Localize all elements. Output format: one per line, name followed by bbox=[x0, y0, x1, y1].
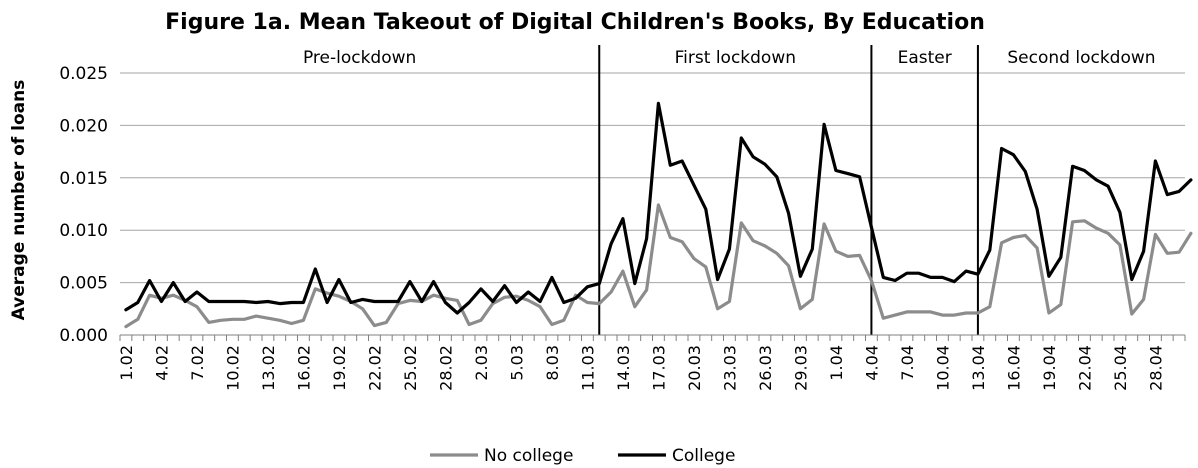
y-tick-label: 0.005 bbox=[59, 274, 108, 294]
x-tick-label: 10.02 bbox=[223, 345, 242, 391]
x-tick-label: 19.02 bbox=[330, 345, 349, 391]
y-axis: 0.000 0.005 0.010 0.015 0.020 0.025 bbox=[59, 64, 108, 346]
period-dividers bbox=[598, 45, 979, 335]
x-tick-label: 19.04 bbox=[1040, 345, 1059, 391]
x-tick-label: 22.04 bbox=[1075, 345, 1094, 391]
x-tick-label: 20.03 bbox=[685, 345, 704, 391]
x-tick-label: 11.03 bbox=[578, 345, 597, 391]
x-tick-label: 4.04 bbox=[862, 345, 881, 381]
x-axis: 1.02 4.02 7.02 10.02 13.02 16.02 19.02 22.02 25.… bbox=[117, 334, 1186, 391]
x-tick-label: 13.04 bbox=[969, 345, 988, 391]
period-label: Second lockdown bbox=[1007, 48, 1155, 68]
x-tick-label: 22.02 bbox=[365, 345, 384, 391]
y-tick-label: 0.020 bbox=[59, 116, 108, 136]
y-tick-label: 0.010 bbox=[59, 221, 108, 241]
x-tick-label: 16.04 bbox=[1004, 345, 1023, 391]
x-tick-label: 7.02 bbox=[188, 345, 207, 381]
x-tick-label: 28.02 bbox=[436, 345, 455, 391]
y-axis-label: Average number of loans bbox=[9, 80, 29, 321]
x-tick-label: 7.04 bbox=[898, 345, 917, 381]
x-tick-label: 26.03 bbox=[756, 345, 775, 391]
x-tick-label: 1.02 bbox=[117, 345, 136, 381]
series-lines bbox=[124, 101, 1193, 329]
period-label: Pre-lockdown bbox=[303, 48, 416, 68]
x-tick-label: 23.03 bbox=[720, 345, 739, 391]
x-tick-label: 28.04 bbox=[1146, 345, 1165, 391]
x-tick-label: 25.02 bbox=[401, 345, 420, 391]
period-labels: Pre-lockdown First lockdown Easter Second l… bbox=[303, 48, 1156, 68]
series-line-college bbox=[124, 101, 1193, 315]
chart-title: Figure 1a. Mean Takeout of Digital Child… bbox=[165, 10, 985, 35]
x-tick-label: 14.03 bbox=[614, 345, 633, 391]
period-label: First lockdown bbox=[675, 48, 796, 68]
x-tick-label: 13.02 bbox=[259, 345, 278, 391]
period-label: Easter bbox=[898, 48, 952, 68]
x-tick-label: 16.02 bbox=[294, 345, 313, 391]
legend: No college College bbox=[430, 446, 735, 466]
x-tick-label: 25.04 bbox=[1111, 345, 1130, 391]
x-tick-label: 4.02 bbox=[152, 345, 171, 381]
x-tick-label: 5.03 bbox=[507, 345, 526, 381]
x-tick-label: 1.04 bbox=[827, 345, 846, 381]
x-tick-label: 2.03 bbox=[472, 345, 491, 381]
series-line-no-college bbox=[124, 203, 1193, 329]
y-tick-label: 0.000 bbox=[59, 326, 108, 346]
x-tick-label: 29.03 bbox=[791, 345, 810, 391]
y-tick-label: 0.025 bbox=[59, 64, 108, 84]
legend-label: No college bbox=[484, 446, 573, 466]
x-tick-label: 8.03 bbox=[543, 345, 562, 381]
legend-label: College bbox=[672, 446, 735, 466]
x-tick-label: 10.04 bbox=[933, 345, 952, 391]
y-tick-label: 0.015 bbox=[59, 169, 108, 189]
x-tick-label: 17.03 bbox=[649, 345, 668, 391]
